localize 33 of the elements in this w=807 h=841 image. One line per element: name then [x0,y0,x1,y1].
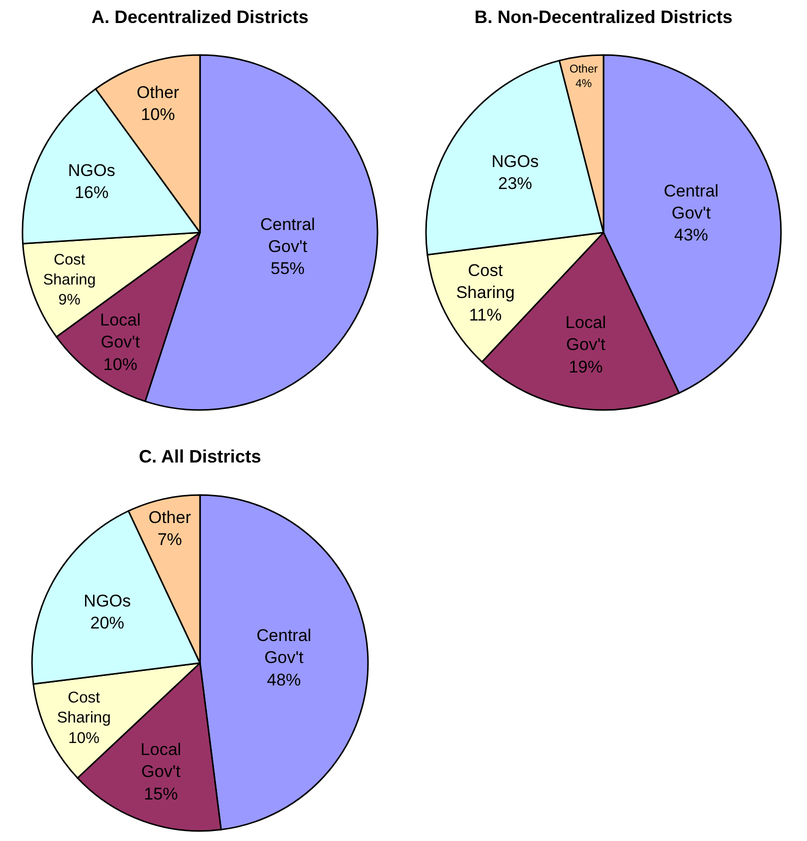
data-label: 19% [568,357,603,376]
slice-label: Cost Sharing [56,689,111,727]
slice-label: Other [569,63,598,76]
slice-label: Local Gov't [140,740,182,782]
chart-title: C. All Districts [138,446,262,467]
slice-label: Cost Sharing [456,261,515,302]
slice-label: Cost Sharing [43,252,96,288]
data-label: 10% [140,105,175,124]
data-label: 15% [144,784,178,804]
data-label: 23% [498,174,532,193]
slice-label: Local Gov't [565,313,606,354]
data-label: 55% [270,258,305,278]
data-label: 20% [90,614,124,633]
slice-label: Central Gov't [256,626,312,668]
data-label: 10% [103,354,138,374]
data-label: 16% [74,183,109,202]
slice-label: NGOs [492,152,539,171]
slice-label: NGOs [68,160,116,180]
chart-title: A. Decentralized Districts [91,7,309,28]
slice-label: Central Gov't [664,181,719,222]
data-label: 10% [68,730,100,748]
data-label: 7% [157,530,182,549]
slice-label: Local Gov't [100,310,141,352]
data-label: 43% [674,226,708,245]
data-label: 9% [58,291,81,308]
slice-label: Other [148,508,192,527]
data-label: 11% [468,305,502,324]
data-label: 48% [266,670,301,690]
slice-label: Central Gov't [260,214,316,256]
slice-label: Other [136,82,180,102]
slice-label: NGOs [84,591,131,610]
data-label: 4% [575,78,592,90]
chart-title: B. Non-Decentralized Districts [474,7,733,28]
